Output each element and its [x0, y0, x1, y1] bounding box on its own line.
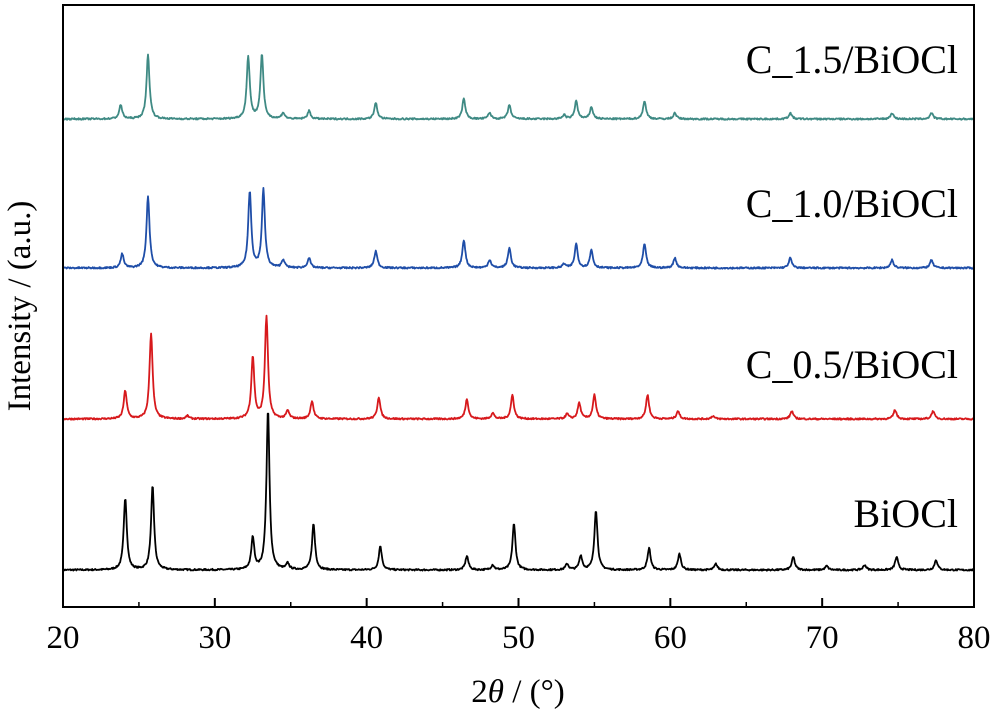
x-tick-label-80: 80: [958, 620, 991, 656]
series-label-c-1-0-biocl: C_1.0/BiOCl: [746, 181, 958, 226]
series-line-biocl: [62, 412, 975, 572]
x-axis-title-symbol: θ: [488, 674, 504, 710]
series-line-c-1-5-biocl: [62, 53, 975, 121]
series-line-c-0-5-biocl: [62, 314, 975, 421]
series-label-biocl: BiOCl: [854, 491, 958, 536]
series-labels: BiOCl C_0.5/BiOCl C_1.0/BiOCl C_1.5/BiOCl: [746, 37, 958, 536]
x-tick-label-50: 50: [502, 620, 535, 656]
x-axis-title: 2θ / (°): [471, 674, 565, 710]
series-label-c-0-5-biocl: C_0.5/BiOCl: [746, 342, 958, 387]
plot-frame: [62, 4, 975, 608]
series-line-c-1-0-biocl: [62, 187, 975, 270]
series-traces: [62, 53, 975, 572]
x-axis-ticks: 20 30 40 50 60 70 80: [47, 598, 991, 656]
x-tick-label-30: 30: [198, 620, 231, 656]
y-axis-title: Intensity / (a.u.): [2, 201, 38, 412]
x-axis-title-prefix: 2: [471, 674, 488, 710]
x-axis-title-suffix: / (°): [504, 674, 565, 710]
x-tick-label-70: 70: [806, 620, 839, 656]
x-tick-label-60: 60: [654, 620, 687, 656]
x-tick-label-20: 20: [47, 620, 80, 656]
series-label-c-1-5-biocl: C_1.5/BiOCl: [746, 37, 958, 82]
x-tick-label-40: 40: [350, 620, 383, 656]
